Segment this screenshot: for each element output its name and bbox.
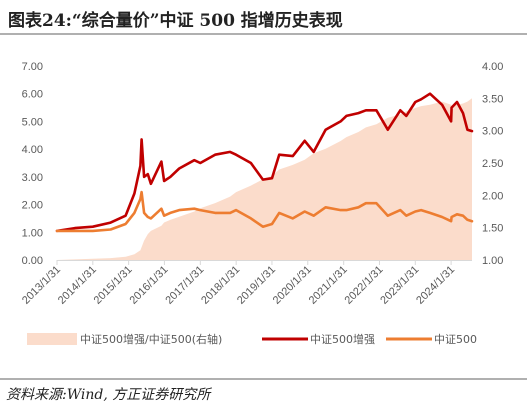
chart-canvas: 0.00 1.00 2.00 3.00 4.00 5.00 6.00 7.00 1.00 1.50… (20, 61, 503, 346)
y-left-tick-label: 5.00 (22, 116, 43, 128)
chart-title: 图表24:“综合量价”中证 500 指增历史表现 (8, 11, 343, 31)
y-left-tick-label: 1.00 (22, 227, 43, 239)
y-left-tick-label: 6.00 (22, 89, 43, 101)
legend-label-csi500: 中证500 (434, 333, 477, 346)
y-left-tick-label: 0.00 (22, 255, 43, 267)
y-right-tick-label: 1.50 (482, 223, 503, 235)
y-right-tick-label: 4.00 (482, 61, 503, 73)
y-left-tick-label: 7.00 (22, 61, 43, 73)
legend-label-area: 中证500增强/中证500(右轴) (80, 332, 222, 346)
y-right-tick-label: 1.00 (482, 255, 503, 267)
y-right-tick-label: 2.50 (482, 158, 503, 170)
y-right-tick-label: 3.50 (482, 93, 503, 105)
y-left-tick-label: 4.00 (22, 144, 43, 156)
x-tick-label: 2024/1/31 (414, 264, 457, 307)
legend-swatch-area (27, 333, 77, 345)
y-right-tick-label: 3.00 (482, 126, 503, 138)
legend-label-enhanced: 中证500增强 (310, 332, 375, 346)
source-note: 资料来源:Wind, 方正证券研究所 (6, 387, 211, 403)
source-divider (0, 378, 527, 380)
y-left-tick-label: 2.00 (22, 200, 43, 212)
series-line-enhanced (55, 92, 474, 233)
title-divider (0, 33, 527, 35)
series-line-csi500 (55, 190, 474, 233)
y-left-tick-label: 3.00 (22, 172, 43, 184)
y-right-tick-label: 2.00 (482, 190, 503, 202)
